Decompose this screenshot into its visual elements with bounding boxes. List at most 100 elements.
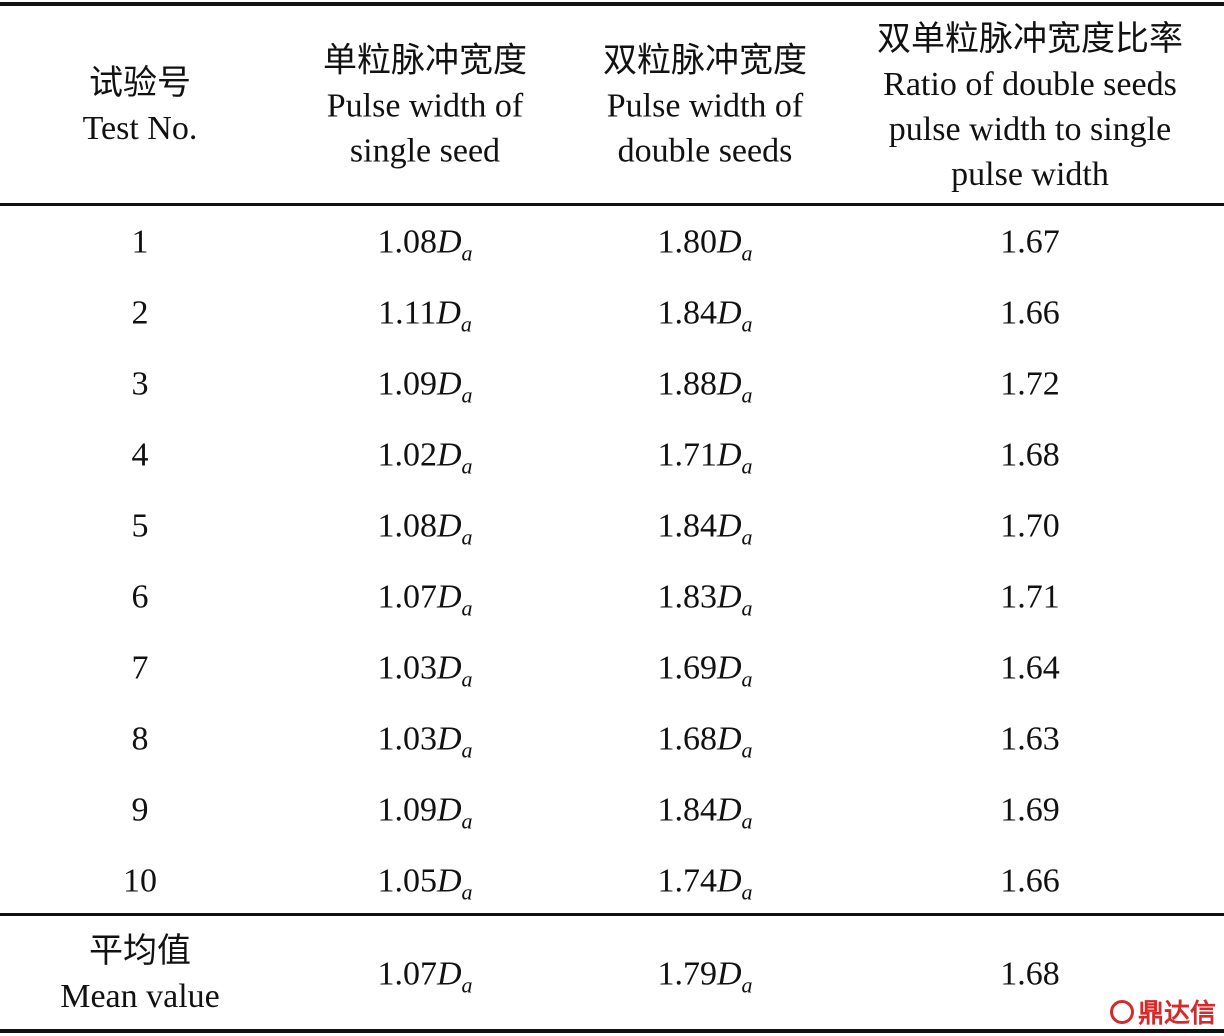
cell-number: 1.71: [657, 436, 717, 474]
body-cell: 1.64: [1000, 646, 1060, 691]
body-cell: 10: [123, 859, 157, 904]
cell-subscript: a: [741, 879, 753, 905]
body-cell: 1.71: [1000, 575, 1060, 620]
cell-line: 试验号: [89, 65, 191, 102]
cell-subscript: a: [741, 453, 753, 479]
body-cell: 1.08Da: [377, 220, 472, 265]
body-cell: 6: [132, 575, 149, 620]
cell-number: 1.83: [657, 578, 717, 616]
cell-subscript: a: [461, 737, 473, 763]
cell-symbol: D: [716, 955, 742, 993]
watermark: 鼎达信: [1109, 993, 1216, 1030]
cell-line: 双粒脉冲宽度: [603, 42, 807, 80]
cell-symbol: D: [716, 578, 742, 616]
cell-subscript: a: [741, 382, 753, 408]
header-cell: 试验号 Test No.: [83, 61, 198, 151]
bottom-rule: [0, 1029, 1224, 1033]
cell-symbol: D: [716, 223, 742, 261]
body-cell: 1.02Da: [377, 433, 472, 478]
mean-cell: 1.07Da: [377, 952, 472, 997]
cell-number: 1.07: [377, 578, 437, 616]
body-cell: 7: [132, 646, 149, 691]
cell-symbol: D: [436, 649, 462, 687]
cell-subscript: a: [741, 808, 753, 834]
mean-rule: [0, 913, 1224, 916]
body-cell: 1.11Da: [378, 291, 472, 336]
cell-number: 1.84: [657, 507, 717, 545]
body-cell: 1.84Da: [657, 788, 752, 833]
cell-text: 1.67: [1000, 223, 1060, 261]
cell-text: 6: [131, 578, 149, 616]
cell-number: 1.79: [657, 955, 717, 993]
body-cell: 1.08Da: [377, 504, 472, 549]
cell-text: 4: [131, 436, 149, 474]
cell-text: 7: [131, 649, 149, 687]
cell-number: 1.08: [377, 507, 437, 545]
cell-text: 1.66: [1000, 294, 1060, 332]
cell-subscript: a: [461, 595, 473, 621]
cell-symbol: D: [436, 436, 462, 474]
body-cell: 1.72: [1000, 362, 1060, 407]
body-cell: 1.69Da: [657, 646, 752, 691]
cell-text: 1.69: [1000, 791, 1060, 829]
cell-number: 1.02: [377, 436, 437, 474]
body-cell: 1.03Da: [377, 717, 472, 762]
cell-line: Mean value: [60, 978, 220, 1015]
body-cell: 4: [132, 433, 149, 478]
cell-text: 1.68: [1000, 955, 1060, 993]
cell-subscript: a: [741, 666, 753, 692]
cell-symbol: D: [436, 294, 461, 332]
cell-line: 双单粒脉冲宽度比率: [877, 21, 1183, 58]
body-cell: 1.70: [1000, 504, 1060, 549]
cell-number: 1.09: [377, 791, 437, 829]
cell-symbol: D: [716, 720, 742, 758]
body-cell: 1.07Da: [377, 575, 472, 620]
cell-symbol: D: [436, 507, 462, 545]
cell-line: single seed: [349, 132, 501, 170]
body-cell: 5: [132, 504, 149, 549]
cell-subscript: a: [741, 524, 753, 550]
body-cell: 1.84Da: [657, 291, 752, 336]
cell-line: pulse width: [951, 156, 1109, 193]
cell-subscript: a: [461, 453, 473, 479]
cell-text: 3: [131, 365, 149, 403]
body-cell: 1.05Da: [377, 859, 472, 904]
body-cell: 1.03Da: [377, 646, 472, 691]
cell-text: 1.70: [1000, 507, 1060, 545]
body-cell: 1.09Da: [377, 362, 472, 407]
cell-subscript: a: [461, 972, 473, 998]
header-rule: [0, 203, 1224, 206]
cell-subscript: a: [461, 382, 473, 408]
cell-number: 1.09: [377, 365, 437, 403]
body-cell: 3: [132, 362, 149, 407]
cell-line: pulse width to single: [888, 111, 1172, 148]
body-cell: 1: [132, 220, 149, 265]
cell-text: 2: [131, 294, 149, 332]
body-cell: 1.74Da: [657, 859, 752, 904]
body-cell: 1.67: [1000, 220, 1060, 265]
cell-symbol: D: [716, 365, 742, 403]
cell-line: Pulse width of: [606, 87, 804, 125]
cell-line: Pulse width of: [326, 87, 524, 125]
body-cell: 1.69: [1000, 788, 1060, 833]
cell-symbol: D: [436, 720, 462, 758]
cell-text: 8: [131, 720, 149, 758]
body-cell: 2: [132, 291, 149, 336]
cell-symbol: D: [436, 365, 462, 403]
cell-subscript: a: [461, 524, 473, 550]
body-cell: 1.66: [1000, 859, 1060, 904]
cell-symbol: D: [716, 436, 742, 474]
cell-text: 1.68: [1000, 436, 1060, 474]
mean-cell: 平均值 Mean value: [60, 929, 220, 1019]
body-cell: 1.80Da: [657, 220, 752, 265]
cell-number: 1.84: [657, 294, 717, 332]
cell-number: 1.68: [657, 720, 717, 758]
body-cell: 8: [132, 717, 149, 762]
body-cell: 1.09Da: [377, 788, 472, 833]
cell-symbol: D: [716, 294, 742, 332]
cell-text: 1.66: [1000, 862, 1060, 900]
cell-symbol: D: [716, 791, 742, 829]
cell-number: 1.05: [377, 862, 437, 900]
mean-cell: 1.68: [1000, 952, 1060, 997]
cell-symbol: D: [716, 649, 742, 687]
